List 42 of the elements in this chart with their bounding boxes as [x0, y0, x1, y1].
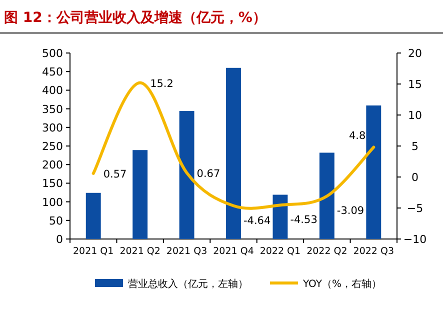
legend-label: YOY（%，右轴）	[302, 278, 382, 290]
y-tick-label: 400	[42, 84, 63, 98]
y-tick-label: 50	[49, 214, 63, 228]
x-tick-label: 2021 Q4	[213, 246, 254, 257]
data-label: -3.09	[336, 205, 364, 218]
chart-title: 图 12：公司营业收入及增速（亿元，%）	[4, 10, 266, 26]
data-label: 15.2	[150, 78, 174, 90]
y2-tick-label: 10	[408, 109, 422, 122]
y2-tick-label: 15	[408, 78, 422, 91]
x-tick-label: 2021 Q3	[166, 246, 208, 257]
y2-tick-label: 20	[408, 47, 422, 60]
bar	[319, 152, 334, 239]
bar	[366, 105, 382, 239]
x-tick-label: 2022 Q1	[260, 246, 301, 257]
x-tick-label: 2021 Q2	[120, 246, 160, 257]
y-tick-label: 100	[42, 196, 63, 209]
y-tick-label: 150	[42, 177, 63, 190]
y2-tick-label: 5	[412, 140, 418, 153]
y2-tick-label: −10	[403, 233, 427, 246]
y-tick-label: 450	[42, 66, 63, 79]
x-tick-label: 2022 Q2	[306, 246, 348, 257]
bar	[132, 150, 148, 239]
data-label: 0.57	[103, 168, 127, 180]
legend-label: 营业总收入（亿元，左轴）	[128, 278, 248, 290]
data-label: -4.53	[290, 214, 318, 226]
data-label: 0.67	[196, 168, 220, 180]
y-tick-label: 500	[42, 47, 63, 60]
y2-tick-label: 0	[412, 171, 418, 184]
data-label: 4.8	[348, 130, 366, 142]
y-tick-label: 200	[42, 158, 63, 172]
bar	[272, 194, 288, 239]
bar	[86, 192, 101, 239]
data-label: -4.64	[244, 214, 271, 227]
bar	[226, 68, 241, 239]
y-tick-label: 250	[42, 140, 63, 153]
bar	[179, 111, 194, 239]
y-tick-label: 350	[42, 102, 63, 116]
y2-tick-label: −5	[406, 202, 424, 215]
x-tick-label: 2021 Q1	[73, 246, 114, 257]
x-tick-label: 2022 Q3	[353, 246, 394, 257]
y-tick-label: 300	[42, 121, 63, 134]
y-tick-label: 0	[56, 233, 63, 246]
